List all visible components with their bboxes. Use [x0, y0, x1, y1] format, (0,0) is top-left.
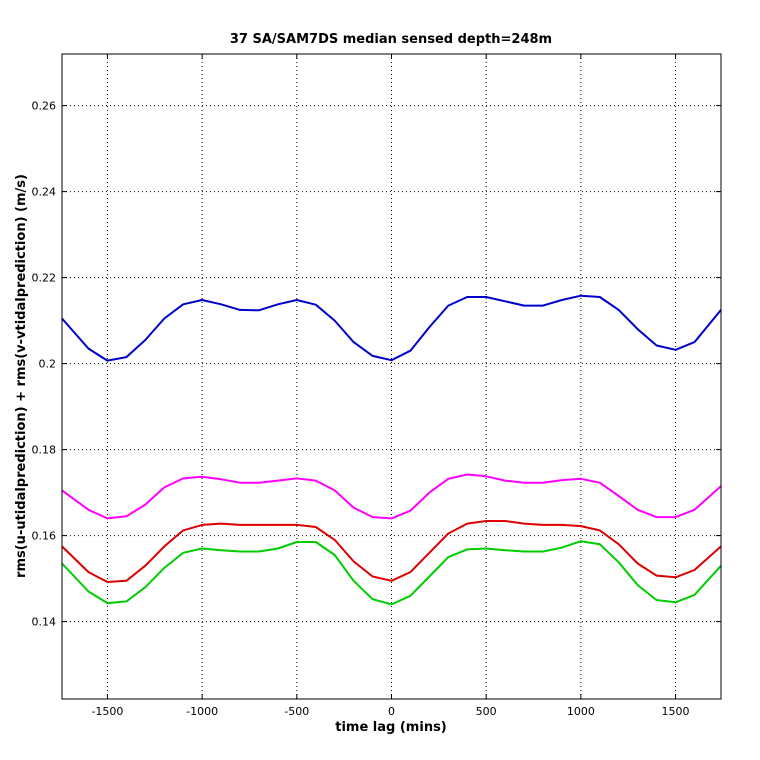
- ticks: -1500 -1000 -500 0 500 1000 1500 0.14 0.16 0.18 0.…: [32, 54, 721, 718]
- x-tick-label: -1000: [186, 705, 218, 718]
- y-tick-label: 0.22: [32, 272, 57, 285]
- series-group: [61, 294, 722, 606]
- x-tick-label: 1000: [567, 705, 595, 718]
- x-tick-label: 500: [476, 705, 497, 718]
- x-tick-label: -1500: [91, 705, 123, 718]
- x-tick-label: 1500: [662, 705, 690, 718]
- series-line-red: [61, 520, 722, 583]
- y-tick-label: 0.24: [32, 186, 57, 199]
- x-tick-label: -500: [284, 705, 309, 718]
- y-axis-label: rms(u-utidalprediction) + rms(v-vtidalpr…: [14, 174, 29, 578]
- series-line-magenta: [61, 473, 722, 520]
- y-tick-label: 0.18: [32, 444, 57, 457]
- y-tick-label: 0.16: [32, 530, 57, 543]
- series-line-blue: [61, 294, 722, 362]
- x-axis-label: time lag (mins): [335, 720, 447, 735]
- x-tick-label: 0: [388, 705, 395, 718]
- y-tick-label: 0.26: [32, 100, 57, 113]
- y-tick-label: 0.14: [32, 616, 57, 629]
- chart-title: 37 SA/SAM7DS median sensed depth=248m: [230, 32, 552, 47]
- series-line-green: [61, 540, 722, 606]
- plot-background: [62, 54, 721, 699]
- y-tick-label: 0.2: [39, 358, 57, 371]
